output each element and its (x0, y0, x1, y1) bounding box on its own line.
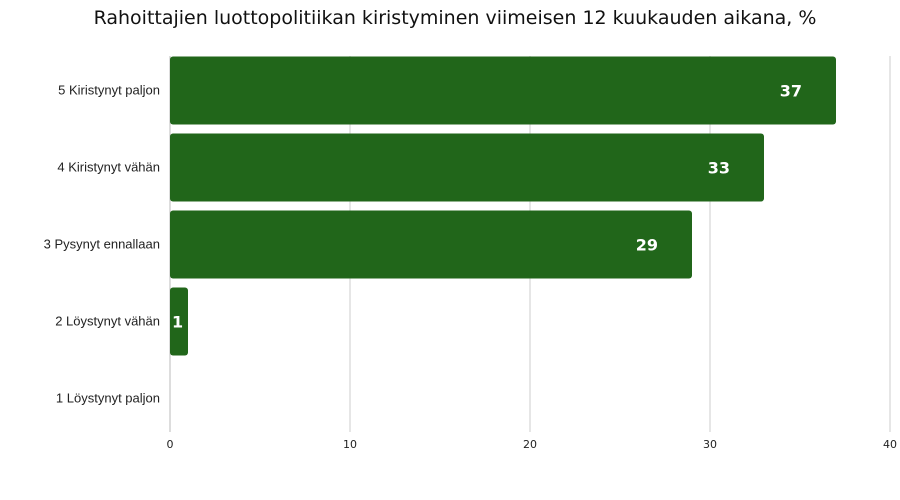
x-tick-label: 20 (523, 438, 537, 451)
category-label: 1 Löystynyt paljon (56, 391, 160, 406)
bar (170, 210, 692, 279)
data-label: 37 (780, 82, 802, 101)
bars (170, 56, 836, 356)
x-tick-label: 10 (343, 438, 357, 451)
category-label: 4 Kiristynyt vähän (57, 160, 160, 175)
bar (170, 287, 188, 356)
x-tick-labels: 0 10 20 30 40 (167, 438, 898, 451)
x-tick-label: 40 (883, 438, 897, 451)
chart-title: Rahoittajien luottopolitiikan kiristymin… (94, 7, 817, 29)
category-label: 3 Pysynyt ennallaan (44, 237, 160, 252)
category-labels: 5 Kiristynyt paljon 4 Kiristynyt vähän 3 P… (44, 83, 160, 406)
data-label: 33 (708, 159, 730, 178)
data-label: 29 (636, 236, 658, 255)
bar (170, 133, 764, 202)
x-tick-label: 30 (703, 438, 717, 451)
category-label: 2 Löystynyt vähän (55, 314, 160, 329)
category-label: 5 Kiristynyt paljon (58, 83, 160, 98)
data-label: 1 (172, 313, 183, 332)
x-tick-label: 0 (167, 438, 174, 451)
data-labels: 37 33 29 1 (172, 82, 802, 332)
bar (170, 56, 836, 125)
